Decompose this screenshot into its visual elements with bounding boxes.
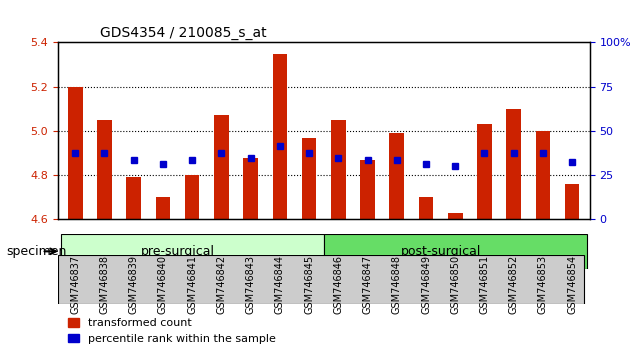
Bar	[477, 124, 492, 219]
Text: GSM746849: GSM746849	[421, 255, 431, 314]
Text: GSM746852: GSM746852	[509, 255, 519, 314]
Bar	[68, 87, 83, 219]
Bar	[302, 138, 317, 219]
Text: GSM746854: GSM746854	[567, 255, 577, 314]
Bar	[536, 131, 550, 219]
Text: GSM746842: GSM746842	[217, 255, 226, 314]
Text: specimen: specimen	[6, 245, 67, 258]
Text: GDS4354 / 210085_s_at: GDS4354 / 210085_s_at	[100, 26, 267, 40]
Text: GSM746851: GSM746851	[479, 255, 490, 314]
Text: GSM746845: GSM746845	[304, 255, 314, 314]
Text: GSM746853: GSM746853	[538, 255, 548, 314]
Bar	[506, 109, 521, 219]
Text: GSM746839: GSM746839	[129, 255, 138, 314]
Bar	[61, 234, 324, 269]
Bar	[565, 184, 579, 219]
Text: GSM746841: GSM746841	[187, 255, 197, 314]
Bar	[244, 158, 258, 219]
Bar	[331, 120, 345, 219]
Text: GSM746846: GSM746846	[333, 255, 344, 314]
Bar	[419, 197, 433, 219]
Text: GSM746838: GSM746838	[99, 255, 110, 314]
Text: pre-surgical: pre-surgical	[140, 245, 215, 258]
Text: GSM746840: GSM746840	[158, 255, 168, 314]
Bar	[360, 160, 375, 219]
Legend: transformed count, percentile rank within the sample: transformed count, percentile rank withi…	[63, 314, 280, 348]
Bar	[390, 133, 404, 219]
Bar	[126, 177, 141, 219]
Bar	[185, 175, 199, 219]
Bar	[97, 120, 112, 219]
Text: GSM746843: GSM746843	[246, 255, 256, 314]
Text: GSM746837: GSM746837	[71, 255, 80, 314]
Text: post-surgical: post-surgical	[401, 245, 481, 258]
Text: GSM746848: GSM746848	[392, 255, 402, 314]
Bar	[272, 53, 287, 219]
Bar	[214, 115, 229, 219]
Text: GSM746850: GSM746850	[450, 255, 460, 314]
Bar	[448, 213, 463, 219]
Bar	[324, 234, 587, 269]
Bar	[156, 197, 171, 219]
Text: GSM746844: GSM746844	[275, 255, 285, 314]
Text: GSM746847: GSM746847	[363, 255, 372, 314]
